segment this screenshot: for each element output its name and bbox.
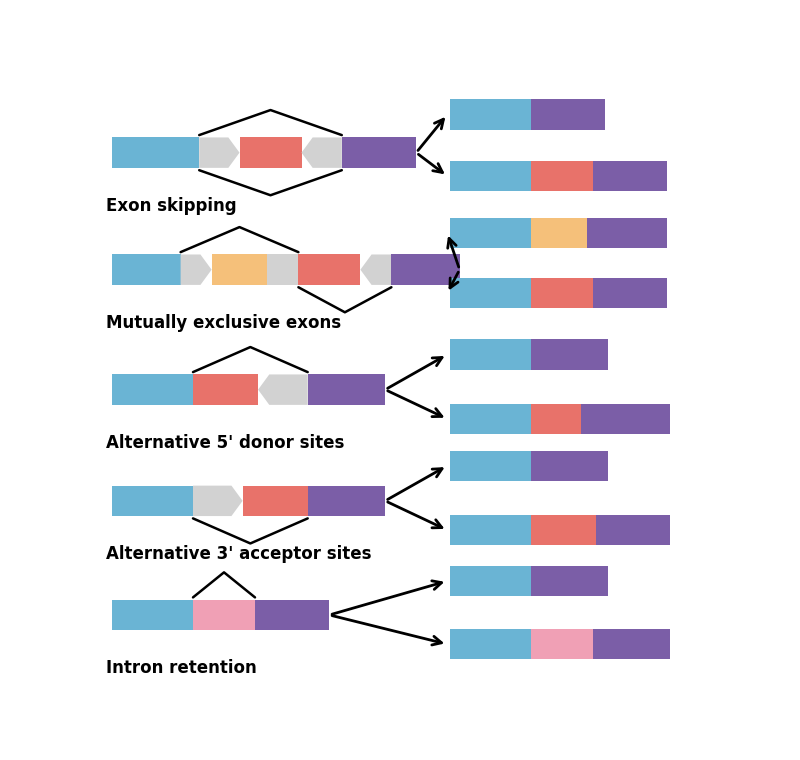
Bar <box>531 339 608 370</box>
Bar <box>450 278 531 309</box>
Bar <box>531 100 606 130</box>
Bar <box>450 629 531 660</box>
Polygon shape <box>199 138 239 168</box>
Bar <box>298 255 360 285</box>
Bar <box>112 255 181 285</box>
Bar <box>450 451 531 481</box>
Bar <box>593 161 667 192</box>
Polygon shape <box>302 138 342 168</box>
Polygon shape <box>193 486 242 516</box>
Text: Mutually exclusive exons: Mutually exclusive exons <box>106 314 342 331</box>
Bar <box>267 255 298 285</box>
Bar <box>531 217 586 248</box>
Bar <box>531 565 608 597</box>
Bar <box>593 278 667 309</box>
Bar <box>112 600 193 630</box>
Bar <box>308 486 386 516</box>
Bar <box>239 138 302 168</box>
Bar <box>450 404 531 434</box>
Bar <box>342 138 416 168</box>
Bar <box>531 629 593 660</box>
Bar <box>450 217 531 248</box>
Bar <box>531 278 593 309</box>
Bar <box>242 486 308 516</box>
Bar <box>211 255 267 285</box>
Text: Alternative 5' donor sites: Alternative 5' donor sites <box>106 433 345 451</box>
Bar <box>193 600 255 630</box>
Bar <box>586 217 667 248</box>
Bar <box>593 629 670 660</box>
Bar <box>308 375 386 405</box>
Bar <box>193 375 258 405</box>
Bar <box>531 451 608 481</box>
Bar <box>450 339 531 370</box>
Bar <box>450 100 531 130</box>
Bar <box>531 161 593 192</box>
Bar <box>581 404 670 434</box>
Polygon shape <box>258 375 308 405</box>
Bar <box>391 255 459 285</box>
Bar <box>531 404 581 434</box>
Bar <box>112 138 199 168</box>
Text: Intron retention: Intron retention <box>106 659 257 677</box>
Bar <box>531 515 596 546</box>
Bar <box>596 515 670 546</box>
Text: Alternative 3' acceptor sites: Alternative 3' acceptor sites <box>106 545 372 562</box>
Polygon shape <box>360 255 391 285</box>
Bar <box>112 375 193 405</box>
Bar <box>450 515 531 546</box>
Bar <box>450 565 531 597</box>
Bar <box>255 600 330 630</box>
Text: Exon skipping: Exon skipping <box>106 197 237 214</box>
Polygon shape <box>181 255 211 285</box>
Bar <box>450 161 531 192</box>
Bar <box>112 486 193 516</box>
